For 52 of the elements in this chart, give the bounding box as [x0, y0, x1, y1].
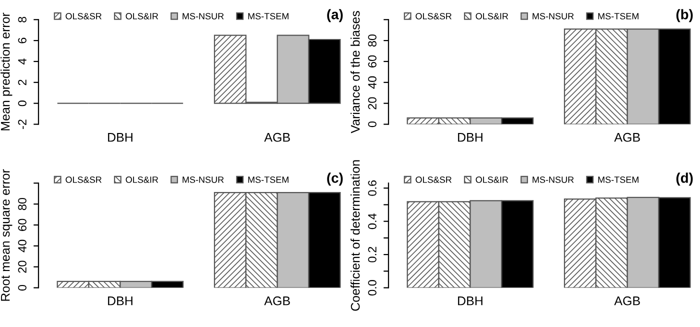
legend-label: OLS&IR: [476, 176, 508, 183]
legend-label: OLS&SR: [416, 176, 452, 183]
y-tick-label: 80: [368, 34, 376, 47]
chart-title: (c): [327, 172, 343, 186]
legend-label: MS-NSUR: [182, 176, 224, 183]
legend-label: MS-TSEM: [248, 13, 288, 20]
x-tick-label: AGB: [264, 296, 290, 306]
y-tick-label: 20: [368, 97, 376, 110]
y-tick-label: 4: [18, 58, 26, 64]
x-tick-label: AGB: [614, 296, 640, 306]
legend-label: MS-TSEM: [248, 176, 288, 183]
legend-label: OLS&SR: [66, 176, 102, 183]
x-tick-label: AGB: [264, 132, 290, 142]
y-tick-label: 6: [18, 38, 26, 44]
y-axis-title: Coefficient of determination: [350, 160, 360, 311]
x-tick-label: AGB: [614, 132, 640, 142]
y-axis-title: Mean prediction error: [0, 12, 12, 130]
x-tick-label: DBH: [458, 133, 482, 142]
y-tick-label: 40: [368, 76, 376, 89]
y-tick-label: 0.6: [368, 180, 376, 196]
x-tick-label: DBH: [108, 296, 132, 306]
y-tick-label: 0.4: [368, 213, 376, 230]
x-tick-label: DBH: [108, 133, 132, 142]
y-tick-label: 0: [18, 284, 26, 291]
y-tick-label: 0.0: [368, 280, 376, 296]
legend-label: OLS&SR: [66, 13, 102, 20]
chart-title: (a): [327, 9, 343, 22]
x-tick-label: DBH: [458, 296, 482, 306]
legend-label: OLS&IR: [126, 13, 158, 20]
chart-title: (b): [676, 9, 693, 22]
y-tick-label: 60: [368, 55, 376, 68]
legend-label: MS-NSUR: [182, 13, 224, 20]
y-tick-label: 2: [18, 80, 26, 86]
y-tick-label: 0: [18, 100, 26, 106]
y-tick-label: -2: [18, 120, 26, 129]
y-tick-label: 0: [368, 121, 376, 128]
legend-label: OLS&IR: [126, 176, 158, 183]
legend-label: MS-NSUR: [532, 13, 574, 20]
y-tick-label: 8: [18, 16, 26, 22]
y-tick-label: 40: [18, 240, 26, 252]
legend-label: MS-NSUR: [532, 176, 574, 183]
legend-label: MS-TSEM: [598, 176, 638, 183]
y-tick-label: 0.2: [368, 246, 376, 262]
y-tick-label: 60: [18, 218, 26, 231]
legend-label: OLS&IR: [476, 13, 508, 20]
y-axis-title: Root mean square error: [1, 169, 12, 301]
legend-label: MS-TSEM: [598, 13, 638, 20]
y-tick-label: 80: [18, 198, 26, 210]
chart-title: (d): [676, 172, 693, 186]
y-axis-title: Variance of the biases: [350, 11, 360, 134]
legend-label: OLS&SR: [416, 13, 452, 20]
y-tick-label: 20: [18, 260, 26, 273]
